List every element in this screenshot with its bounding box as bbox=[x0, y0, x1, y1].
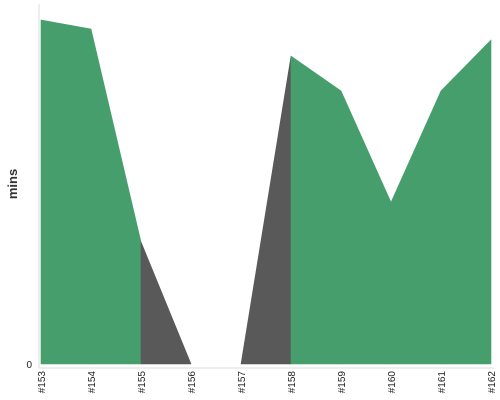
x-tick-label-153: #153 bbox=[37, 371, 48, 394]
y-tick-label: 0 bbox=[26, 360, 32, 371]
x-tick-label-161: #161 bbox=[437, 371, 448, 394]
y-axis-title: mins bbox=[5, 169, 20, 199]
series-area-group bbox=[40, 19, 492, 365]
area-segment-157-158 bbox=[240, 56, 292, 365]
area-segment-155-156 bbox=[140, 241, 192, 365]
x-tick-label-157: #157 bbox=[237, 371, 248, 394]
area-segment-159-160 bbox=[340, 90, 392, 365]
x-tick-label-159: #159 bbox=[337, 371, 348, 394]
area-segment-154-155 bbox=[90, 28, 142, 365]
y-tick-group: 0 bbox=[26, 360, 32, 371]
area-segment-153-154 bbox=[40, 19, 92, 365]
area-segment-161-162 bbox=[440, 39, 492, 365]
x-tick-label-162: #162 bbox=[487, 371, 498, 394]
x-tick-label-156: #156 bbox=[187, 371, 198, 394]
x-tick-label-158: #158 bbox=[287, 371, 298, 394]
x-tick-label-154: #154 bbox=[87, 371, 98, 394]
x-tick-label-155: #155 bbox=[137, 371, 148, 394]
area-segment-160-161 bbox=[390, 90, 442, 365]
x-tick-label-160: #160 bbox=[387, 371, 398, 394]
area-segment-158-159 bbox=[290, 55, 342, 365]
x-tick-group: #153 #154 #155 #156 #157 #158 #159 #160 #161 #162 bbox=[37, 371, 498, 394]
